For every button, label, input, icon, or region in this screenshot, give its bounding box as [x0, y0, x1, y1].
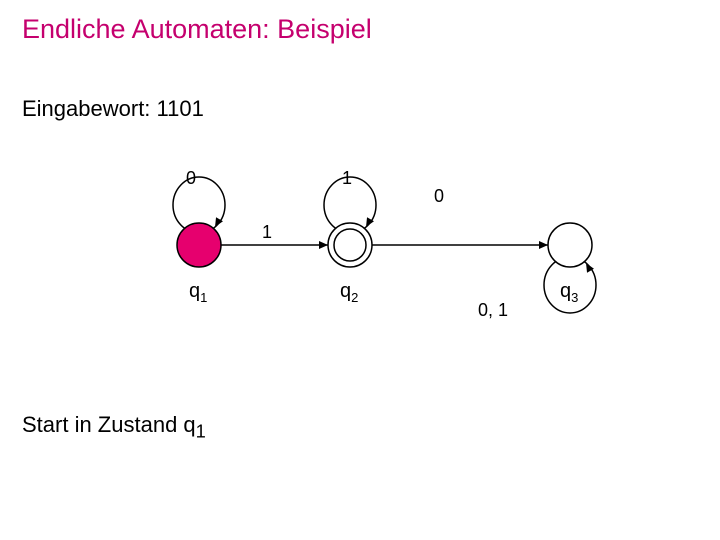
edge-label: 1 — [262, 222, 272, 243]
automaton-diagram — [0, 0, 720, 540]
state-label-q3: q3 — [560, 280, 578, 305]
edge-label: 1 — [342, 168, 352, 189]
state-label-q2: q2 — [340, 280, 358, 305]
state-label-q1: q1 — [189, 280, 207, 305]
edge-label: 0 — [434, 186, 444, 207]
edge-label: 0 — [186, 168, 196, 189]
edge-label: 0, 1 — [478, 300, 508, 321]
